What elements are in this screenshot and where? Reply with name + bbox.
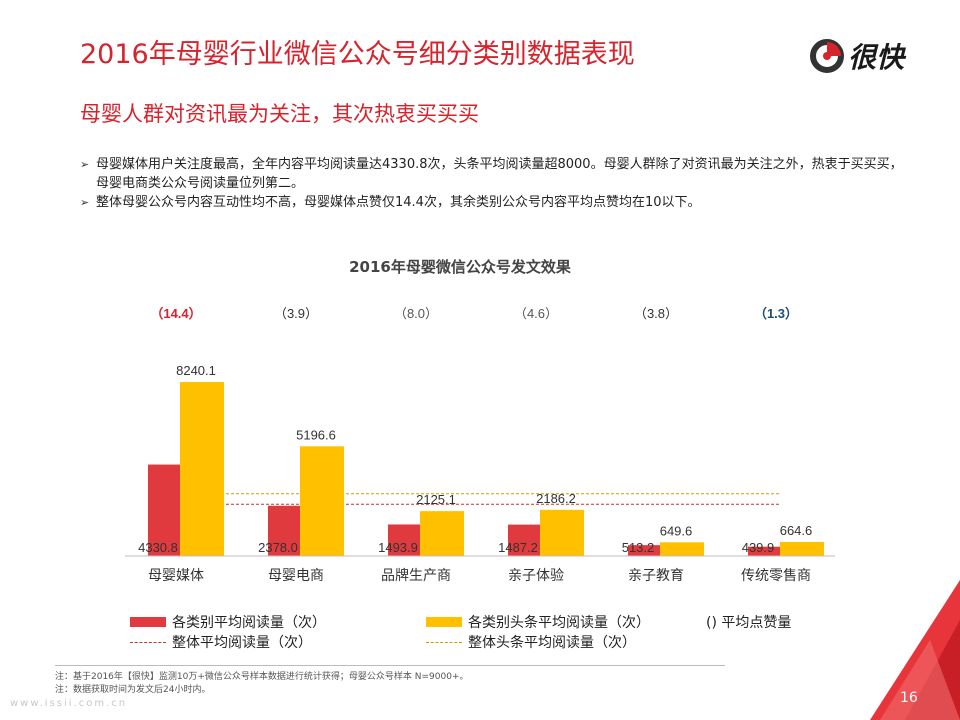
arrow-icon: ➢: [80, 196, 90, 209]
bar-headline-read: [300, 446, 344, 556]
data-label-headline-read: 2186.2: [536, 491, 576, 506]
arrow-icon: ➢: [80, 158, 90, 171]
chart-legend: 各类别平均阅读量（次） 整体平均阅读量（次） 各类别头条平均阅读量（次） 整体头…: [0, 612, 960, 652]
bar-chart: 4330.8 8240.1 （14.4） 母婴媒体 2378.0 5196.6 （3.9） 母…: [125, 306, 835, 584]
bar-avg-read: [628, 545, 660, 556]
data-label-headline-read: 5196.6: [296, 427, 336, 442]
legend-label: 整体平均阅读量（次）: [172, 635, 312, 651]
legend-label: () 平均点赞量: [706, 615, 792, 631]
legend-item-likes: () 平均点赞量: [706, 612, 791, 632]
legend-swatch-yellow: [426, 617, 462, 627]
legend-item-overall-headline: 整体头条平均阅读量（次）: [426, 632, 636, 652]
bullet-item: ➢ 母婴媒体用户关注度最高，全年内容平均阅读量达4330.8次，头条平均阅读量超…: [80, 155, 910, 193]
logo-mark-icon: [810, 39, 844, 73]
legend-label: 整体头条平均阅读量（次）: [468, 635, 636, 651]
likes-label: （3.9）: [274, 306, 318, 321]
legend-item-avg-read: 各类别平均阅读量（次）: [130, 612, 326, 632]
bar-avg-read: [148, 464, 180, 556]
bar-headline-read: [180, 382, 224, 556]
watermark: www.issii.com.cn: [10, 698, 128, 709]
bar-headline-read: [540, 509, 584, 556]
data-label-headline-read: 8240.1: [176, 363, 216, 378]
data-label-headline-read: 2125.1: [416, 492, 456, 507]
data-label-avg-read: 1487.2: [498, 540, 538, 555]
legend-swatch-red-dashed: [130, 641, 166, 643]
likes-label: （3.8）: [634, 306, 678, 321]
bar-avg-read: [268, 505, 300, 556]
legend-item-headline-read: 各类别头条平均阅读量（次）: [426, 612, 650, 632]
chart-title: 2016年母婴微信公众号发文效果: [349, 258, 571, 276]
likes-label: （4.6）: [514, 306, 558, 321]
data-label-avg-read: 1493.9: [378, 540, 418, 555]
legend-item-overall-avg: 整体平均阅读量（次）: [130, 632, 312, 652]
category-label: 亲子教育: [628, 568, 684, 584]
legend-swatch-yellow-dashed: [426, 641, 462, 643]
brand-logo: 很快: [810, 36, 940, 76]
category-label: 母婴电商: [268, 568, 324, 584]
bullet-list: ➢ 母婴媒体用户关注度最高，全年内容平均阅读量达4330.8次，头条平均阅读量超…: [80, 155, 910, 212]
bar-headline-read: [420, 511, 464, 556]
notes-divider: [55, 665, 725, 666]
data-label-headline-read: 649.6: [660, 523, 693, 538]
bar-avg-read: [388, 524, 420, 556]
bullet-item: ➢ 整体母婴公众号内容互动性均不高，母婴媒体点赞仅14.4次，其余类别公众号内容…: [80, 193, 910, 212]
legend-label: 各类别平均阅读量（次）: [172, 615, 326, 631]
category-label: 母婴媒体: [148, 568, 204, 584]
likes-label: （1.3）: [754, 306, 798, 321]
bullet-text: 母婴媒体用户关注度最高，全年内容平均阅读量达4330.8次，头条平均阅读量超80…: [96, 157, 903, 191]
data-label-headline-read: 664.6: [780, 523, 813, 538]
footnotes: 注：基于2016年【很快】监测10万+微信公众号样本数据进行统计获得；母婴公众号…: [55, 671, 468, 697]
page-subtitle: 母婴人群对资讯最为关注，其次热衷买买买: [80, 102, 479, 126]
bar-avg-read: [748, 546, 780, 556]
category-label: 品牌生产商: [381, 567, 451, 584]
bar-headline-read: [780, 541, 824, 556]
bar-headline-read: [660, 542, 704, 556]
likes-label: （14.4）: [150, 306, 201, 321]
category-label: 亲子体验: [508, 568, 564, 584]
footnote: 注：数据获取时间为发文后24小时内。: [55, 685, 211, 695]
bullet-text: 整体母婴公众号内容互动性均不高，母婴媒体点赞仅14.4次，其余类别公众号内容平均…: [96, 195, 701, 210]
category-label: 传统零售商: [741, 568, 811, 584]
page-title: 2016年母婴行业微信公众号细分类别数据表现: [80, 39, 635, 70]
bar-avg-read: [508, 524, 540, 556]
legend-label: 各类别头条平均阅读量（次）: [468, 615, 650, 631]
footnote: 注：基于2016年【很快】监测10万+微信公众号样本数据进行统计获得；母婴公众号…: [55, 672, 469, 682]
page-number: 16: [900, 690, 918, 706]
data-label-avg-read: 513.2: [622, 540, 655, 555]
logo-text: 很快: [848, 41, 905, 74]
legend-swatch-red: [130, 617, 166, 627]
data-label-avg-read: 2378.0: [258, 540, 298, 555]
data-label-avg-read: 4330.8: [138, 540, 178, 555]
data-label-avg-read: 439.9: [742, 540, 775, 555]
likes-label: （8.0）: [394, 306, 438, 321]
